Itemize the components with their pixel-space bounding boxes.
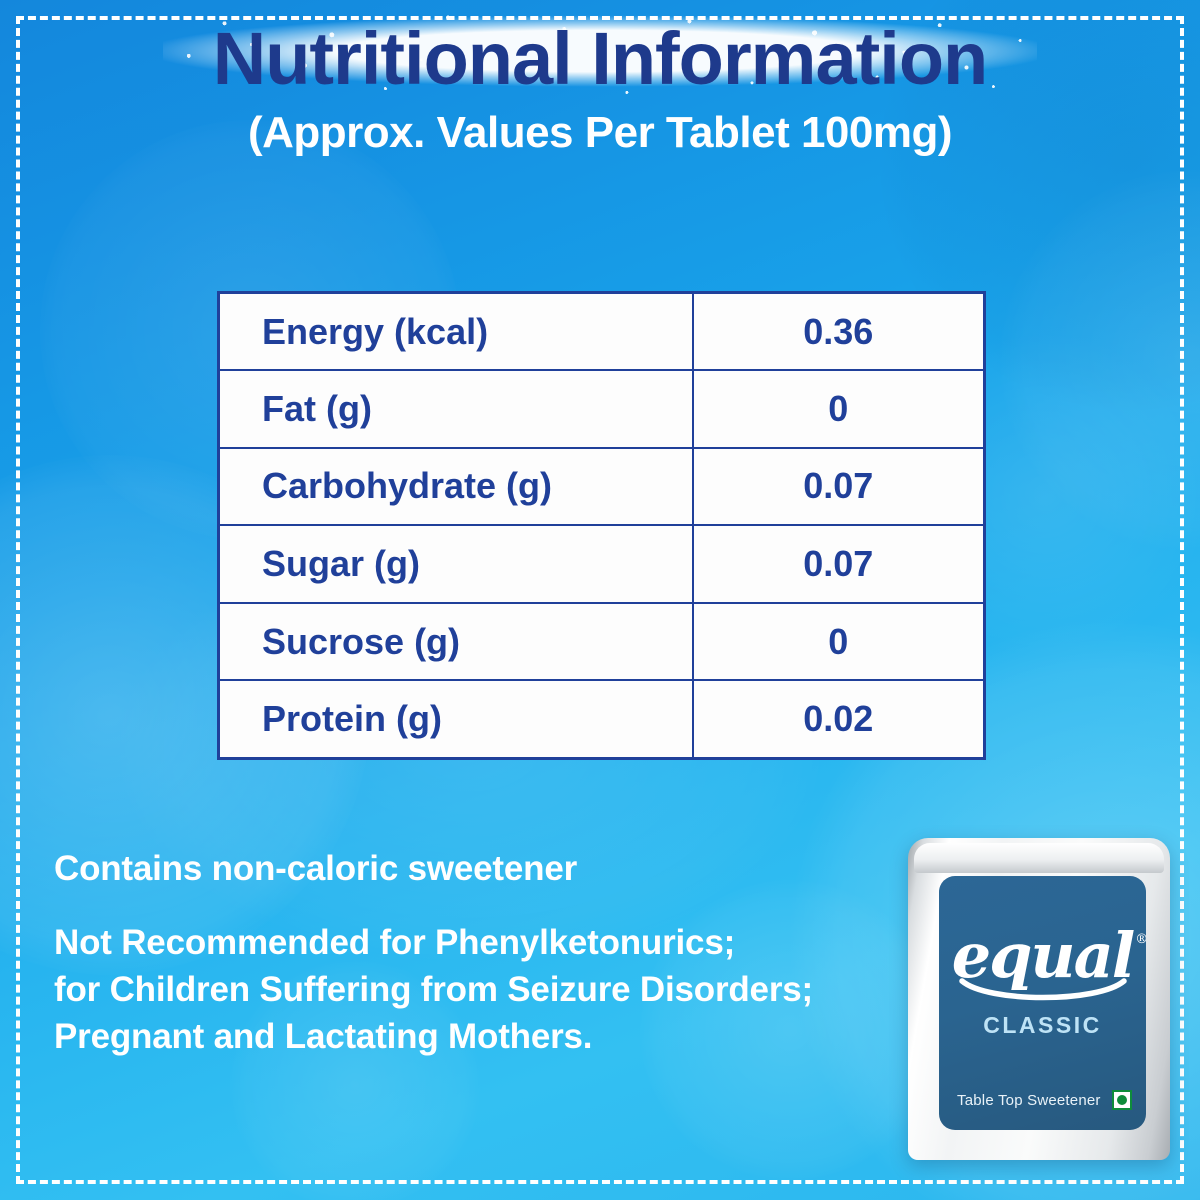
- warning-line-2: for Children Suffering from Seizure Diso…: [54, 970, 813, 1009]
- registered-trademark-icon: ®: [1135, 932, 1146, 947]
- nutrient-value: 0.02: [691, 679, 986, 760]
- warning-line-3: Pregnant and Lactating Mothers.: [54, 1017, 593, 1056]
- nutrient-label: Fat (g): [217, 369, 694, 449]
- tin-lid: [914, 843, 1164, 873]
- table-row: Sugar (g) 0.07: [217, 524, 986, 604]
- product-descriptor: Table Top Sweetener: [957, 1091, 1101, 1109]
- notes-section: Contains non-caloric sweetener Not Recom…: [54, 845, 914, 1060]
- tin-label: equal ® CLASSIC Table Top Sweetener: [939, 876, 1146, 1130]
- variant-label: CLASSIC: [983, 1011, 1102, 1038]
- table-row: Fat (g) 0: [217, 369, 986, 449]
- equal-brand-logo: equal ®: [952, 925, 1146, 987]
- background-bokeh-circle: [640, 880, 940, 1180]
- nutrient-label: Sucrose (g): [217, 601, 694, 682]
- nutrient-label: Protein (g): [217, 679, 694, 760]
- veg-mark-dot: [1117, 1095, 1127, 1105]
- nutrient-value: 0: [691, 601, 986, 682]
- warning-line-1: Not Recommended for Phenylketonurics;: [54, 923, 736, 962]
- title-container: Nutritional Information: [152, 0, 1048, 102]
- vegetarian-mark-icon: [1112, 1090, 1132, 1110]
- page-subtitle: (Approx. Values Per Tablet 100mg): [247, 108, 953, 157]
- nutrient-value: 0.07: [691, 524, 986, 604]
- brand-name-text: equal: [951, 919, 1136, 992]
- nutrient-label: Energy (kcal): [217, 291, 694, 372]
- nutrient-label: Carbohydrate (g): [217, 446, 694, 527]
- smile-swoosh-icon: [958, 978, 1127, 1001]
- nutrition-table: Energy (kcal) 0.36 Fat (g) 0 Carbohydrat…: [217, 291, 986, 760]
- non-caloric-note: Contains non-caloric sweetener: [54, 849, 578, 888]
- page-title: Nutritional Information: [212, 17, 988, 100]
- table-row: Energy (kcal) 0.36: [217, 291, 986, 372]
- nutrient-value: 0.36: [691, 291, 986, 372]
- product-package-image: equal ® CLASSIC Table Top Sweetener: [908, 838, 1170, 1160]
- brush-speckle-texture: [152, 6, 1048, 102]
- table-row: Carbohydrate (g) 0.07: [217, 446, 986, 527]
- tin-footer: Table Top Sweetener: [957, 1090, 1132, 1110]
- nutrient-label: Sugar (g): [217, 524, 694, 604]
- nutrient-value: 0.07: [691, 446, 986, 527]
- background-bokeh-circle: [230, 960, 480, 1200]
- table-row: Protein (g) 0.02: [217, 679, 986, 760]
- header: Nutritional Information (Approx. Values …: [0, 0, 1200, 158]
- nutrition-table-body: Energy (kcal) 0.36 Fat (g) 0 Carbohydrat…: [217, 291, 986, 760]
- table-row: Sucrose (g) 0: [217, 601, 986, 682]
- nutrient-value: 0: [691, 369, 986, 449]
- brand-logo-block: equal ® CLASSIC: [939, 925, 1146, 1039]
